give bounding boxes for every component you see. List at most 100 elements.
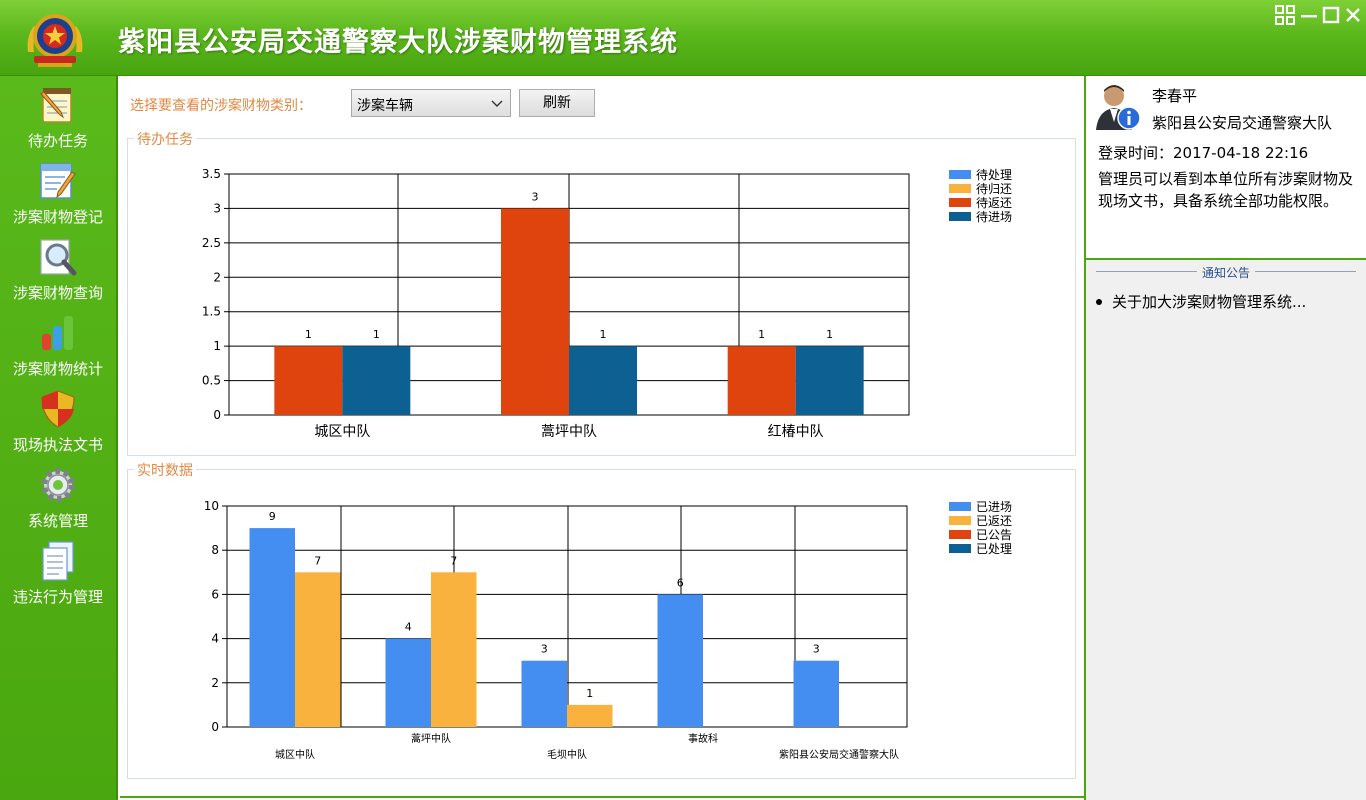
sidebar-item-statistics[interactable]: 涉案财物统计: [0, 308, 116, 382]
x-tick-label: 事故科: [688, 732, 718, 745]
legend-swatch: [949, 212, 971, 221]
x-tick-label: 城区中队: [314, 424, 370, 440]
sidebar-item-label: 违法行为管理: [12, 588, 103, 606]
category-select-value: 涉案车辆: [357, 98, 413, 114]
y-tick-label: 4: [211, 632, 219, 646]
legend-swatch: [949, 544, 971, 553]
x-tick-label: 紫阳县公安局交通警察大队: [779, 748, 899, 761]
sidebar-item-system[interactable]: 系统管理: [0, 460, 116, 534]
bar: [274, 346, 343, 415]
bar: [431, 572, 477, 727]
x-tick-label: 毛坝中队: [547, 748, 587, 761]
legend-swatch: [949, 184, 971, 193]
y-tick-label: 2: [213, 270, 221, 284]
data-label: 1: [373, 328, 380, 341]
y-tick-label: 3: [213, 201, 221, 215]
y-tick-label: 6: [211, 587, 219, 601]
pending-tasks-chart: 0 0.5 1 1.5 2 2.5 3 3.5 城区中队 蒿坪中队 红椿中队 1 3 1 1 1 1 待处理待归还…: [202, 167, 1012, 440]
bar: [567, 704, 613, 727]
y-tick-label: 8: [211, 543, 219, 557]
legend-label: 待归还: [976, 182, 1012, 196]
minimize-icon[interactable]: [1298, 4, 1320, 26]
notice-header: 通知公告: [1096, 264, 1356, 280]
pending-tasks-title: 待办任务: [134, 129, 196, 149]
sidebar-item-label: 涉案财物登记: [12, 208, 103, 226]
documents-icon: [42, 541, 74, 581]
x-tick-label: 蒿坪中队: [541, 424, 597, 440]
sidebar-item-todo[interactable]: 待办任务: [0, 80, 116, 154]
data-label: 1: [586, 687, 593, 700]
y-tick-label: 3.5: [202, 167, 221, 181]
legend-swatch: [949, 502, 971, 511]
refresh-button[interactable]: 刷新: [519, 89, 595, 117]
sidebar: 待办任务 涉案财物登记 涉案财物查询 涉案财物统计: [0, 76, 118, 800]
legend-label: 待进场: [976, 210, 1012, 224]
category-filter-label: 选择要查看的涉案财物类别：: [130, 98, 312, 114]
legend-label: 已返还: [976, 514, 1012, 528]
data-label: 3: [813, 643, 820, 656]
grid-icon[interactable]: [1274, 4, 1296, 26]
data-label: 9: [269, 510, 276, 523]
legend-swatch: [949, 516, 971, 525]
notice-item[interactable]: 关于加大涉案财物管理系统...: [1094, 291, 1306, 312]
bar: [385, 638, 431, 727]
bar: [501, 208, 569, 415]
y-tick-label: 1: [213, 339, 221, 353]
bullet-icon: [1096, 298, 1102, 305]
notepad-pencil-icon: [40, 88, 72, 123]
main-content: 选择要查看的涉案财物类别： 涉案车辆 刷新 待办任务 0 0.5 1 1.5 2 2.5 3…: [120, 76, 1084, 798]
data-label: 1: [758, 328, 765, 341]
magnifier-icon: [40, 239, 77, 276]
legend-swatch: [949, 530, 971, 539]
realtime-data-group: 实时数据 0 2 4 6 8 10 城区中队 蒿坪中队 毛坝中队 事故科 紫阳县公安局交通警察大队 9…: [127, 460, 1076, 779]
user-unit: 紫阳县公安局交通警察大队: [1152, 114, 1333, 132]
data-label: 1: [826, 328, 833, 341]
data-label: 4: [405, 621, 412, 634]
sidebar-item-label: 待办任务: [27, 132, 88, 150]
form-edit-icon: [40, 163, 76, 199]
sidebar-item-label: 涉案财物查询: [12, 284, 103, 302]
category-select[interactable]: 涉案车辆: [351, 89, 511, 117]
y-tick-label: 0: [211, 720, 219, 734]
x-tick-label: 蒿坪中队: [411, 732, 451, 745]
data-label: 3: [541, 643, 548, 656]
notice-item-text: 关于加大涉案财物管理系统...: [1112, 293, 1307, 311]
data-label: 7: [314, 554, 321, 567]
bar-chart-icon: [42, 316, 73, 350]
bar: [569, 346, 637, 415]
chevron-down-icon: [491, 100, 503, 107]
sidebar-item-documents[interactable]: 现场执法文书: [0, 384, 116, 458]
sidebar-item-violations[interactable]: 违法行为管理: [0, 536, 116, 610]
user-name: 李春平: [1152, 87, 1198, 105]
user-info-avatar-icon: [1096, 85, 1141, 130]
user-permission-description: 管理员可以看到本单位所有涉案财物及现场文书，具备系统全部功能权限。: [1098, 170, 1354, 210]
data-label: 7: [450, 554, 457, 567]
sidebar-item-query[interactable]: 涉案财物查询: [0, 232, 116, 306]
legend-label: 待处理: [976, 168, 1012, 182]
sidebar-item-label: 现场执法文书: [12, 436, 103, 454]
bar: [657, 594, 703, 727]
notice-title: 通知公告: [1196, 266, 1255, 280]
bar: [727, 346, 796, 415]
y-tick-label: 2: [211, 676, 219, 690]
legend-swatch: [949, 198, 971, 207]
y-tick-label: 10: [204, 499, 219, 513]
sidebar-item-register[interactable]: 涉案财物登记: [0, 156, 116, 230]
app-title: 紫阳县公安局交通警察大队涉案财物管理系统: [118, 27, 678, 58]
legend-label: 已处理: [976, 542, 1012, 556]
maximize-icon[interactable]: [1320, 4, 1342, 26]
close-icon[interactable]: [1342, 4, 1364, 26]
bar: [795, 346, 864, 415]
y-tick-label: 1.5: [202, 305, 221, 319]
realtime-data-title: 实时数据: [134, 460, 196, 480]
y-tick-label: 0.5: [202, 374, 221, 388]
bar: [342, 346, 411, 415]
y-tick-label: 2.5: [202, 236, 221, 250]
sidebar-item-label: 涉案财物统计: [12, 360, 103, 378]
right-panel: 李春平 紫阳县公安局交通警察大队 登录时间：2017-04-18 22:16 管…: [1084, 76, 1366, 800]
legend-label: 待返还: [976, 196, 1012, 210]
bar: [295, 572, 341, 727]
legend-swatch: [949, 170, 971, 179]
gear-icon: [41, 468, 75, 502]
title-bar: 紫阳县公安局交通警察大队涉案财物管理系统: [0, 0, 1366, 76]
